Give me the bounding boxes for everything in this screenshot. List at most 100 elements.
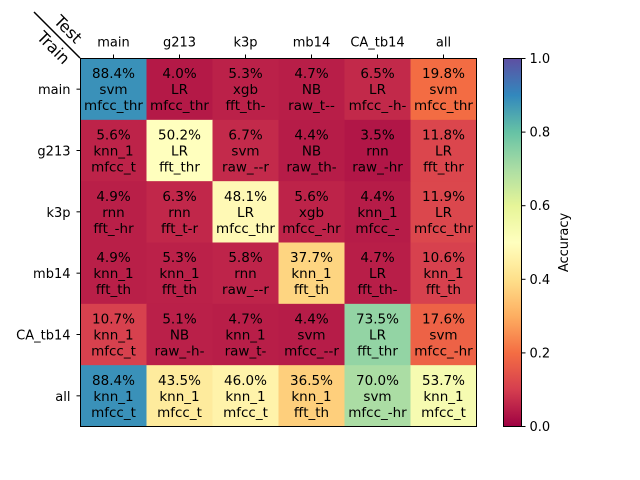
cell-feature: fft_-hr xyxy=(93,221,134,237)
cell-percent: 70.0% xyxy=(356,373,399,389)
colorbar-tick-label: 0.8 xyxy=(530,126,551,141)
heatmap-cell xyxy=(80,365,147,427)
cell-percent: 88.4% xyxy=(92,66,135,82)
heatmap-cell xyxy=(344,119,411,182)
cell-feature: mfcc_-hr xyxy=(414,344,473,360)
cell-model: svm xyxy=(429,328,457,344)
cell-feature: raw_t- xyxy=(225,344,267,360)
colorbar-tick-label: 1.0 xyxy=(530,52,551,67)
cell-model: svm xyxy=(99,82,127,98)
heatmap-cell xyxy=(146,242,213,305)
colorbar-tick-label: 0.2 xyxy=(530,346,551,361)
column-tick-labels: main g213 k3p mb14 CA_tb14 all xyxy=(97,36,451,59)
heatmap-cell xyxy=(278,303,345,366)
column-tick-label: all xyxy=(436,36,451,51)
heatmap-cell xyxy=(146,119,213,182)
cell-percent: 6.5% xyxy=(360,66,394,82)
heatmap-cell xyxy=(212,181,279,243)
cell-feature: mfcc_-hr xyxy=(282,221,341,237)
colorbar-tick-label: 0.0 xyxy=(530,420,551,435)
cell-model: LR xyxy=(369,82,386,98)
heatmap-cell xyxy=(410,303,477,366)
cell-feature: raw_--r xyxy=(222,282,269,298)
row-tick-label: main xyxy=(38,83,70,98)
cell-model: knn_1 xyxy=(93,328,133,344)
heatmap-cell xyxy=(278,365,345,427)
row-tick-label: all xyxy=(55,390,70,405)
cell-percent: 4.4% xyxy=(360,189,394,205)
cell-percent: 4.7% xyxy=(228,312,262,328)
cell-feature: raw_--r xyxy=(222,160,269,176)
cell-model: knn_1 xyxy=(93,389,133,405)
cell-model: LR xyxy=(369,328,386,344)
cell-feature: fft_th xyxy=(96,282,131,298)
cell-model: knn_1 xyxy=(93,266,133,282)
cell-percent: 53.7% xyxy=(422,373,465,389)
column-tick-label: g213 xyxy=(163,36,196,51)
cell-model: knn_1 xyxy=(423,266,463,282)
cell-feature: fft_thr xyxy=(423,160,464,176)
cell-percent: 43.5% xyxy=(158,373,201,389)
cell-model: knn_1 xyxy=(225,328,265,344)
cell-percent: 17.6% xyxy=(422,312,465,328)
cell-feature: fft_th xyxy=(162,282,197,298)
heatmap-cell xyxy=(344,303,411,366)
cell-percent: 46.0% xyxy=(224,373,267,389)
cell-feature: mfcc_t xyxy=(223,405,268,421)
cell-percent: 4.9% xyxy=(96,250,130,266)
cell-model: LR xyxy=(435,144,452,160)
cell-feature: raw_th- xyxy=(286,160,336,176)
cell-percent: 37.7% xyxy=(290,250,333,266)
cell-feature: fft_th xyxy=(294,405,329,421)
cell-percent: 5.1% xyxy=(162,312,196,328)
row-tick-label: k3p xyxy=(46,206,70,221)
cell-feature: raw_-hr xyxy=(352,160,403,176)
cell-model: LR xyxy=(435,205,452,221)
cell-feature: mfcc_t xyxy=(421,405,466,421)
cell-percent: 73.5% xyxy=(356,312,399,328)
cell-feature: fft_th xyxy=(294,282,329,298)
corner-diagonal-line xyxy=(33,11,81,59)
cell-model: svm xyxy=(429,82,457,98)
cell-percent: 50.2% xyxy=(158,128,201,144)
cell-feature: raw_t-- xyxy=(288,98,335,114)
colorbar-label: Accuracy xyxy=(557,213,572,273)
cell-percent: 11.9% xyxy=(422,189,465,205)
cell-percent: 4.7% xyxy=(360,250,394,266)
colorbar-gradient xyxy=(503,58,522,427)
heatmap-cell xyxy=(278,181,345,243)
cell-percent: 10.6% xyxy=(422,250,465,266)
cell-model: NB xyxy=(302,82,321,98)
cell-model: NB xyxy=(170,328,189,344)
cell-percent: 5.3% xyxy=(162,250,196,266)
colorbar: 0.0 0.2 0.4 0.6 0.8 1.0 Accuracy xyxy=(503,52,572,435)
cell-model: knn_1 xyxy=(291,266,331,282)
row-tick-label: mb14 xyxy=(33,267,70,282)
cell-feature: fft_t-r xyxy=(161,221,199,237)
heatmap-cell xyxy=(212,365,279,427)
row-tick-label: g213 xyxy=(37,145,70,160)
heatmap-cell xyxy=(80,181,147,243)
cell-percent: 6.7% xyxy=(228,128,262,144)
cell-feature: raw_-h- xyxy=(155,344,205,360)
cell-feature: fft_th xyxy=(426,282,461,298)
cell-model: svm xyxy=(231,144,259,160)
cell-percent: 3.5% xyxy=(360,128,394,144)
cell-feature: mfcc_thr xyxy=(84,98,143,114)
column-tick-label: main xyxy=(97,36,129,51)
heatmap-cell xyxy=(344,181,411,243)
colorbar-frame xyxy=(503,58,522,427)
cell-model: rnn xyxy=(168,205,190,221)
cell-feature: mfcc_t xyxy=(91,405,136,421)
heatmap-cell xyxy=(344,365,411,427)
heatmap-cell xyxy=(146,303,213,366)
heatmap-cell xyxy=(344,242,411,305)
column-tick-label: mb14 xyxy=(293,36,330,51)
cell-feature: mfcc_t xyxy=(91,344,136,360)
cell-model: NB xyxy=(302,144,321,160)
cell-model: knn_1 xyxy=(291,389,331,405)
cell-model: LR xyxy=(171,144,188,160)
heatmap-cell xyxy=(212,303,279,366)
row-tick-label: CA_tb14 xyxy=(16,329,70,344)
